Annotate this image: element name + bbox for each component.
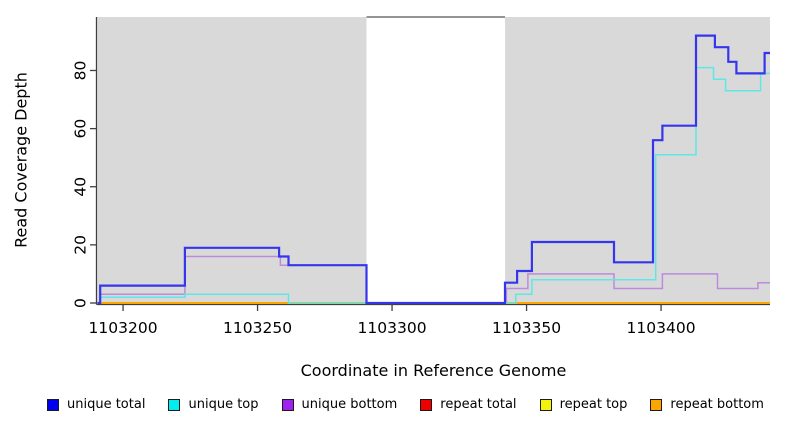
legend-swatch-icon <box>47 398 59 411</box>
x-tick-label: 1103300 <box>358 319 427 337</box>
y-tick-label: 0 <box>72 298 90 308</box>
legend-swatch-icon <box>539 398 552 411</box>
masked-region <box>366 17 506 303</box>
legend-item-unique-total: unique total <box>47 397 145 412</box>
legend-label: repeat top <box>559 397 628 412</box>
series-line-unique-total <box>97 34 770 304</box>
x-tick-label: 1103200 <box>89 319 158 337</box>
x-tick-label: 1103350 <box>492 319 561 337</box>
legend-label: unique total <box>67 397 146 412</box>
legend-item-repeat-total: repeat total <box>420 397 517 412</box>
series-line-unique-top <box>97 66 770 304</box>
legend-label: unique top <box>188 397 259 412</box>
legend-item-repeat-top: repeat top <box>539 397 628 412</box>
y-tick-label: 60 <box>72 119 90 139</box>
y-axis-ticks: 0 20 40 60 80 <box>72 61 97 308</box>
series-lines <box>97 34 770 304</box>
axes <box>95 17 770 306</box>
legend-label: repeat bottom <box>670 397 764 412</box>
y-axis-title: Read Coverage Depth <box>11 72 31 248</box>
x-tick-label: 1103250 <box>223 319 292 337</box>
y-tick-label: 40 <box>72 177 90 197</box>
legend-item-unique-bottom: unique bottom <box>281 397 398 412</box>
legend-item-repeat-bottom: repeat bottom <box>650 397 764 412</box>
y-tick-label: 80 <box>72 61 90 81</box>
legend-label: unique bottom <box>301 397 398 412</box>
y-tick-label: 20 <box>72 235 90 255</box>
legend-item-unique-top: unique top <box>168 397 259 412</box>
legend-swatch-icon <box>281 398 294 411</box>
legend-swatch-icon <box>420 398 433 411</box>
legend-swatch-icon <box>650 398 663 411</box>
legend: unique total unique top unique bottom repea… <box>47 397 764 412</box>
legend-label: repeat total <box>440 397 517 412</box>
x-axis-ticks: 1103200 1103250 1103300 1103350 1103400 <box>89 304 696 337</box>
x-tick-label: 1103400 <box>627 319 696 337</box>
x-axis-title: Coordinate in Reference Genome <box>300 361 567 380</box>
legend-swatch-icon <box>168 398 181 411</box>
